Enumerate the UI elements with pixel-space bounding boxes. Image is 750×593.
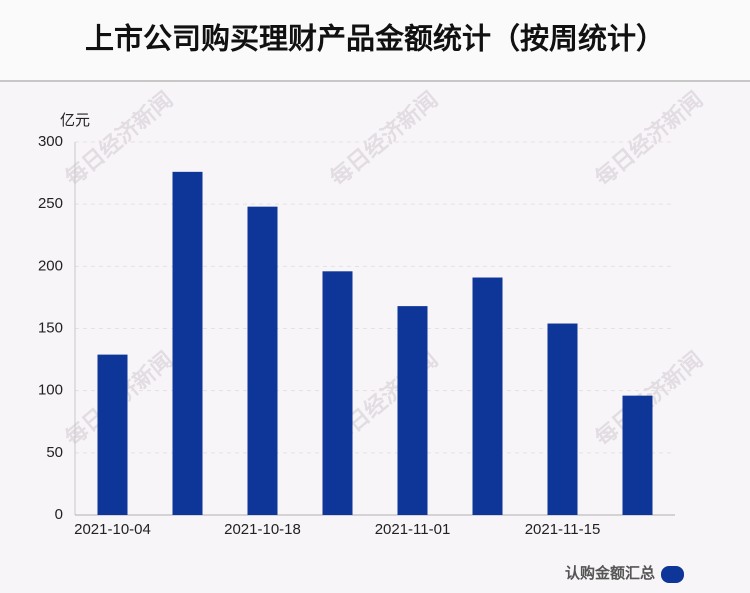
y-tick-label: 250 bbox=[38, 195, 63, 212]
x-tick-label: 2021-11-15 bbox=[525, 521, 601, 538]
x-tick-label: 2021-10-18 bbox=[224, 521, 301, 538]
watermarks: 每日经济新闻每日经济新闻每日经济新闻每日经济新闻每日经济新闻每日经济新闻 bbox=[60, 87, 707, 451]
y-tick-label: 100 bbox=[38, 382, 63, 399]
bar bbox=[97, 354, 128, 515]
x-tick-label: 2021-11-01 bbox=[375, 521, 451, 538]
legend-swatch bbox=[661, 566, 684, 583]
bar bbox=[622, 395, 653, 515]
bar bbox=[397, 306, 428, 515]
bar bbox=[547, 323, 578, 515]
y-tick-label: 200 bbox=[38, 257, 63, 274]
bar bbox=[322, 271, 353, 515]
watermark: 每日经济新闻 bbox=[325, 87, 442, 191]
bar bbox=[472, 277, 503, 515]
x-tick-label: 2021-10-04 bbox=[74, 521, 151, 538]
y-tick-label: 0 bbox=[55, 506, 63, 523]
y-axis-label: 亿元 bbox=[60, 112, 90, 129]
y-tick-label: 300 bbox=[38, 133, 63, 150]
y-tick-label: 50 bbox=[46, 444, 63, 461]
chart-title: 上市公司购买理财产品金额统计（按周统计） bbox=[85, 22, 665, 56]
watermark: 每日经济新闻 bbox=[590, 87, 707, 191]
header-band bbox=[0, 0, 750, 81]
legend-label: 认购金额汇总 bbox=[565, 564, 655, 582]
bar bbox=[172, 171, 203, 515]
bar bbox=[247, 206, 278, 516]
watermark: 每日经济新闻 bbox=[60, 87, 177, 191]
y-tick-label: 150 bbox=[38, 319, 63, 336]
